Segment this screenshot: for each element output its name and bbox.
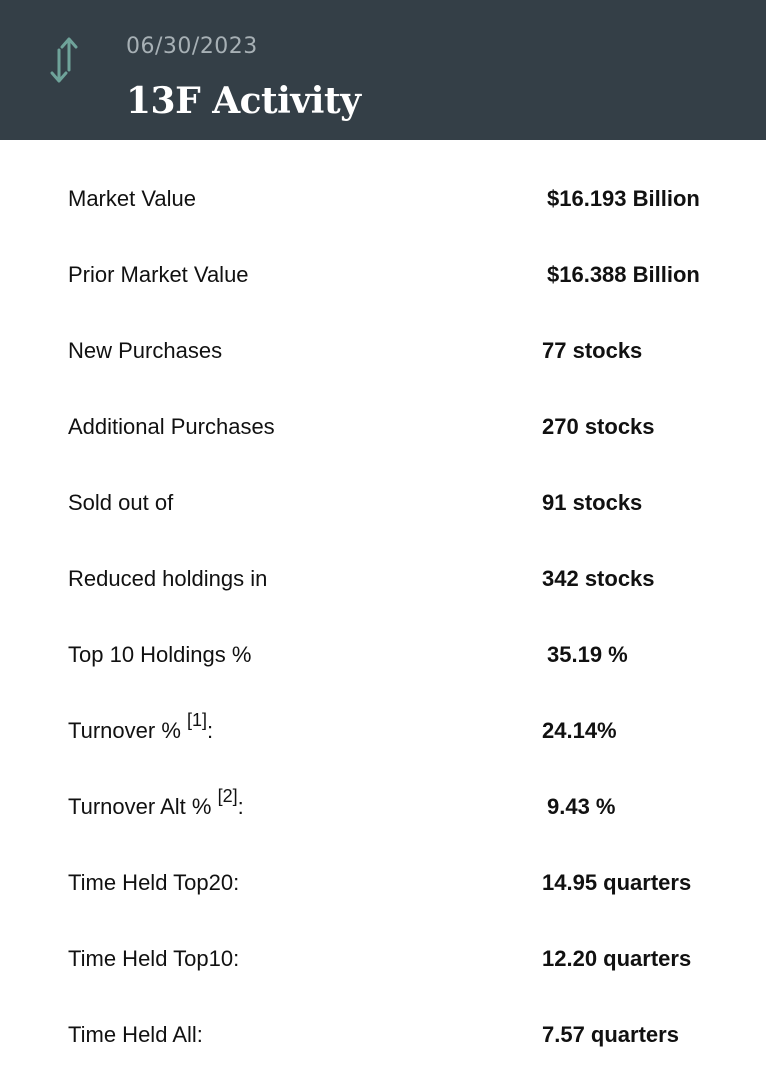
row-label: Prior Market Value — [68, 262, 249, 287]
row-label: Top 10 Holdings % — [68, 642, 252, 667]
row-time-held-all: Time Held All: 7.57 quarters — [0, 976, 766, 1052]
row-label: Additional Purchases — [68, 414, 275, 439]
row-prior-market-value: Prior Market Value $16.388 Billion — [0, 216, 766, 292]
header: 06/30/2023 13F Activity — [0, 0, 766, 140]
row-value: 9.43 % — [547, 794, 616, 819]
page-title: 13F Activity — [126, 80, 361, 122]
row-label: Market Value — [68, 186, 196, 211]
row-label-suffix: : — [207, 718, 214, 743]
row-value: 7.57 quarters — [542, 1022, 679, 1047]
row-reduced-holdings: Reduced holdings in 342 stocks — [0, 520, 766, 596]
row-label: Turnover Alt % [2]: — [68, 787, 244, 820]
row-label-suffix: : — [237, 794, 244, 819]
row-value: 91 stocks — [542, 490, 643, 515]
footnote-link[interactable]: [2] — [217, 785, 238, 806]
report-date: 06/30/2023 — [126, 34, 258, 59]
swap-vertical-arrows-icon — [50, 37, 78, 83]
row-market-value: Market Value $16.193 Billion — [0, 140, 766, 216]
row-value: 12.20 quarters — [542, 946, 692, 971]
row-sold-out: Sold out of 91 stocks — [0, 444, 766, 520]
row-value: 77 stocks — [542, 338, 643, 363]
row-label-text: Turnover Alt % — [68, 794, 218, 819]
row-time-held-top20: Time Held Top20: 14.95 quarters — [0, 824, 766, 900]
row-value: 24.14% — [542, 718, 617, 743]
row-label: Time Held Top10: — [68, 946, 240, 971]
row-value: 270 stocks — [542, 414, 655, 439]
row-value: $16.193 Billion — [547, 186, 700, 211]
row-time-held-top10: Time Held Top10: 12.20 quarters — [0, 900, 766, 976]
row-label: New Purchases — [68, 338, 223, 363]
row-value: $16.388 Billion — [547, 262, 700, 287]
row-top10-holdings: Top 10 Holdings % 35.19 % — [0, 596, 766, 672]
row-value: 14.95 quarters — [542, 870, 692, 895]
row-label: Sold out of — [68, 490, 174, 515]
row-new-purchases: New Purchases 77 stocks — [0, 292, 766, 368]
row-additional-purchases: Additional Purchases 270 stocks — [0, 368, 766, 444]
footnote-link[interactable]: [1] — [187, 709, 208, 730]
row-value: 342 stocks — [542, 566, 655, 591]
row-label: Turnover % [1]: — [68, 711, 214, 744]
row-label: Time Held All: — [68, 1022, 203, 1047]
row-label: Reduced holdings in — [68, 566, 268, 591]
row-value: 35.19 % — [547, 642, 628, 667]
row-label: Time Held Top20: — [68, 870, 240, 895]
row-turnover: Turnover % [1]: 24.14% — [0, 672, 766, 748]
row-turnover-alt: Turnover Alt % [2]: 9.43 % — [0, 748, 766, 824]
row-label-text: Turnover % — [68, 718, 188, 743]
